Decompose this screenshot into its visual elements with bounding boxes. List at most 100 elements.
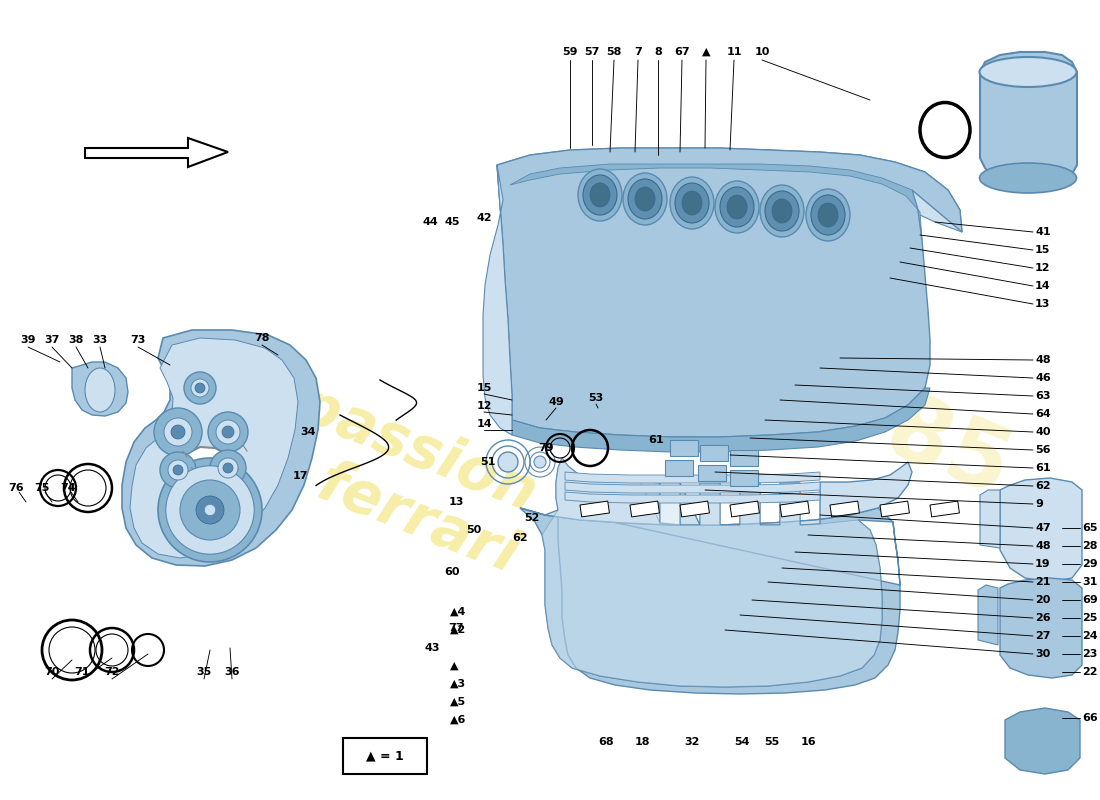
Bar: [880, 501, 910, 517]
Text: 71: 71: [75, 667, 90, 677]
Polygon shape: [565, 492, 820, 503]
Circle shape: [170, 425, 185, 439]
Text: 27: 27: [1035, 631, 1050, 641]
Text: 68: 68: [598, 737, 614, 747]
Text: 19: 19: [1035, 559, 1050, 569]
Text: 66: 66: [1082, 713, 1098, 723]
Text: 10: 10: [755, 47, 770, 57]
Text: 12: 12: [1035, 263, 1050, 273]
Ellipse shape: [727, 195, 747, 219]
Text: 38: 38: [68, 335, 84, 345]
Text: 60: 60: [444, 567, 460, 577]
Circle shape: [208, 412, 248, 452]
Text: 47: 47: [1035, 523, 1050, 533]
Circle shape: [196, 496, 224, 524]
Circle shape: [158, 458, 262, 562]
Text: 34: 34: [300, 427, 316, 437]
Circle shape: [195, 383, 205, 393]
Bar: [580, 501, 609, 517]
Text: 77: 77: [449, 623, 464, 633]
Text: 44: 44: [422, 217, 438, 227]
Circle shape: [222, 426, 234, 438]
Polygon shape: [1000, 478, 1082, 582]
Text: 72: 72: [104, 667, 120, 677]
Text: ▲5: ▲5: [450, 697, 466, 707]
Text: 76: 76: [8, 483, 24, 493]
Bar: [700, 445, 728, 461]
Text: 8: 8: [654, 47, 662, 57]
Text: 18: 18: [635, 737, 650, 747]
Text: 54: 54: [735, 737, 750, 747]
Bar: [930, 501, 959, 517]
Text: 14: 14: [1035, 281, 1050, 291]
Text: 64: 64: [1035, 409, 1050, 419]
Ellipse shape: [818, 203, 838, 227]
Text: 49: 49: [548, 397, 564, 407]
Text: 37: 37: [44, 335, 59, 345]
Circle shape: [160, 452, 196, 488]
Circle shape: [218, 458, 238, 478]
Text: 13: 13: [449, 497, 464, 507]
Ellipse shape: [979, 57, 1077, 87]
Text: 62: 62: [513, 533, 528, 543]
Text: a passion for
ferrari: a passion for ferrari: [209, 353, 651, 627]
Text: 31: 31: [1082, 577, 1098, 587]
Circle shape: [191, 379, 209, 397]
Text: 51: 51: [481, 457, 496, 467]
Text: 41: 41: [1035, 227, 1050, 237]
Text: 17: 17: [293, 471, 308, 481]
Ellipse shape: [590, 183, 610, 207]
Bar: [780, 501, 810, 517]
Ellipse shape: [764, 191, 799, 231]
Circle shape: [154, 408, 202, 456]
Text: 15: 15: [476, 383, 492, 393]
Text: 73: 73: [130, 335, 145, 345]
Polygon shape: [520, 458, 912, 525]
Text: 13: 13: [1035, 299, 1050, 309]
Text: 56: 56: [1035, 445, 1050, 455]
Text: 16: 16: [800, 737, 816, 747]
Ellipse shape: [979, 163, 1077, 193]
Polygon shape: [497, 148, 962, 437]
FancyBboxPatch shape: [343, 738, 427, 774]
Circle shape: [184, 372, 216, 404]
Ellipse shape: [715, 181, 759, 233]
Text: 22: 22: [1082, 667, 1098, 677]
Text: 9: 9: [1035, 499, 1043, 509]
Text: 28: 28: [1082, 541, 1098, 551]
Text: ▲4: ▲4: [450, 607, 466, 617]
Text: ▲3: ▲3: [450, 679, 466, 689]
Circle shape: [216, 420, 240, 444]
Ellipse shape: [675, 183, 710, 223]
Text: 48: 48: [1035, 355, 1050, 365]
Text: 62: 62: [1035, 481, 1050, 491]
Polygon shape: [483, 165, 512, 435]
Text: 67: 67: [674, 47, 690, 57]
Ellipse shape: [85, 368, 116, 412]
Polygon shape: [980, 490, 1000, 548]
Circle shape: [164, 418, 192, 446]
Text: 29: 29: [1082, 559, 1098, 569]
Ellipse shape: [772, 199, 792, 223]
Circle shape: [223, 463, 233, 473]
Text: 43: 43: [425, 643, 440, 653]
Text: ▲6: ▲6: [450, 715, 466, 725]
Text: ▲2: ▲2: [450, 625, 466, 635]
Text: 36: 36: [224, 667, 240, 677]
Ellipse shape: [811, 195, 845, 235]
Polygon shape: [175, 447, 245, 518]
Text: ▲: ▲: [702, 47, 711, 57]
Circle shape: [534, 456, 546, 468]
Text: 65: 65: [1082, 523, 1098, 533]
Text: ▲ = 1: ▲ = 1: [366, 750, 404, 762]
Bar: [670, 440, 698, 456]
Ellipse shape: [623, 173, 667, 225]
Text: 12: 12: [476, 401, 492, 411]
Text: 78: 78: [254, 333, 270, 343]
Text: 11: 11: [726, 47, 741, 57]
Text: 79: 79: [538, 443, 553, 453]
Text: 48: 48: [1035, 541, 1050, 551]
Bar: [680, 501, 710, 517]
Text: 75: 75: [34, 483, 50, 493]
Ellipse shape: [628, 179, 662, 219]
